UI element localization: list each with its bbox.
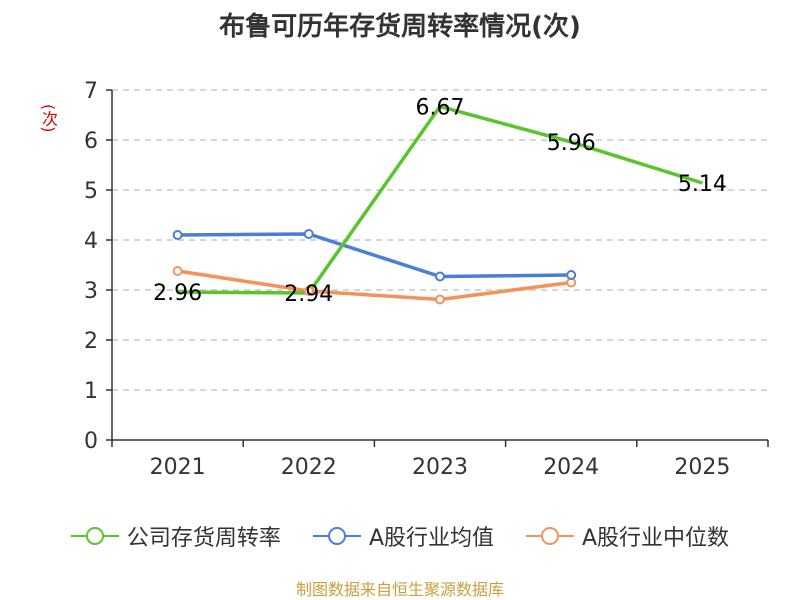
series-line-0 xyxy=(177,104,703,295)
x-tick-label-2023: 2023 xyxy=(412,455,468,480)
series-2-point-2023 xyxy=(435,294,445,305)
y-tick-label-2: 2 xyxy=(84,329,98,354)
y-tick-label-7: 7 xyxy=(84,79,98,104)
legend-label-company: 公司存货周转率 xyxy=(126,526,281,551)
data-label-2022: 2.94 xyxy=(284,282,333,307)
data-source-note: 制图数据来自恒生聚源数据库 xyxy=(295,580,504,599)
legend-label-industry-median: A股行业中位数 xyxy=(582,526,730,551)
series-2-point-2021 xyxy=(172,266,183,276)
y-tick-label-0: 0 xyxy=(84,429,98,454)
data-label-2021: 2.96 xyxy=(153,281,202,306)
legend-item-company[interactable]: 公司存货周转率 xyxy=(70,520,281,552)
series-line-2 xyxy=(177,269,572,302)
legend-item-industry-median[interactable]: A股行业中位数 xyxy=(526,520,729,552)
series-1-point-2024 xyxy=(566,270,577,280)
series-2-point-2022 xyxy=(303,286,314,296)
legend-label-industry-mean: A股行业均值 xyxy=(368,526,494,551)
y-tick-label-3: 3 xyxy=(84,279,98,304)
x-tick-label-2024: 2024 xyxy=(543,455,599,480)
series-1-point-2022 xyxy=(303,229,314,239)
y-axis-label: (次) xyxy=(39,104,58,133)
data-label-2024: 5.96 xyxy=(547,131,596,156)
legend: 公司存货周转率 A股行业均值 A股行业中位数 xyxy=(0,520,800,552)
legend-swatch-company xyxy=(70,527,119,545)
data-label-2025: 5.14 xyxy=(678,172,727,197)
y-tick-label-1: 1 xyxy=(84,379,98,404)
y-tick-label-4: 4 xyxy=(84,229,98,254)
legend-swatch-industry-median xyxy=(526,527,574,545)
series-1-point-2021 xyxy=(172,230,183,240)
series-1-point-2023 xyxy=(435,271,445,282)
legend-swatch-industry-mean xyxy=(312,527,361,545)
x-tick-label-2021: 2021 xyxy=(150,455,206,480)
legend-item-industry-mean[interactable]: A股行业均值 xyxy=(312,520,494,552)
data-label-2023: 6.67 xyxy=(416,96,465,121)
x-tick-label-2022: 2022 xyxy=(281,455,337,480)
y-tick-label-5: 5 xyxy=(84,179,98,204)
chart-title: 布鲁可历年存货周转率情况(次) xyxy=(219,12,581,42)
x-tick-label-2025: 2025 xyxy=(674,455,730,480)
y-tick-label-6: 6 xyxy=(84,129,98,154)
series-line-1 xyxy=(177,232,572,279)
